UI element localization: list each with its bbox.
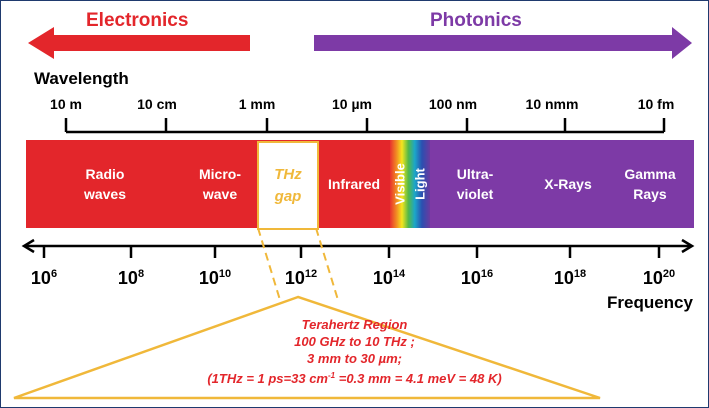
terahertz-region-title: Terahertz Region: [301, 317, 408, 332]
band-label: Rays: [633, 186, 667, 202]
thz-gap-box: THz gap: [257, 141, 319, 230]
thz-zoom-connectors: [257, 227, 339, 301]
frequency-tick-label: 1016: [460, 268, 494, 288]
infrared-band: Infrared: [318, 140, 390, 228]
wavelength-tick-label: 10 cm: [137, 96, 177, 112]
band-label: violet: [456, 186, 494, 202]
frequency-tick-label: 1012: [284, 268, 318, 288]
visible-label: Visible: [392, 163, 408, 205]
terahertz-wavelength-range: 3 mm to 30 µm;: [307, 351, 402, 366]
thz-gap-label: THz: [274, 165, 302, 183]
band-label: waves: [83, 186, 127, 202]
wavelength-tick-label: 10 µm: [332, 96, 372, 112]
frequency-tick-label: 1014: [372, 268, 406, 288]
band-label: Ultra-: [456, 165, 494, 182]
radio-waves-band: Radio waves: [60, 140, 150, 228]
photonics-label: Photonics: [430, 10, 522, 31]
frequency-tick-label: 1010: [198, 268, 232, 288]
band-label: X-Rays: [544, 175, 592, 192]
frequency-tick-label: 1018: [553, 268, 587, 288]
wavelength-axis: [64, 118, 666, 134]
frequency-tick-label: 108: [117, 268, 145, 288]
band-label: Micro-: [199, 165, 241, 182]
wavelength-label: Wavelength: [34, 69, 129, 88]
band-label: Gamma: [624, 165, 676, 182]
band-label: Infrared: [327, 175, 381, 192]
wavelength-tick-label: 1 mm: [238, 96, 276, 112]
band-label: wave: [202, 186, 238, 202]
photonics-arrow: [314, 27, 692, 59]
visible-light-gradient: [390, 140, 430, 228]
microwave-band: Micro-wave: [188, 140, 252, 228]
thz-gap-label: gap: [274, 187, 302, 205]
spectrum-purple-region: [429, 140, 694, 228]
electronics-label: Electronics: [86, 10, 189, 31]
terahertz-region-triangle: [13, 295, 601, 400]
wavelength-tick-label: 10 fm: [637, 96, 675, 112]
frequency-tick-label: 1020: [642, 268, 676, 288]
gamma-rays-band: Gamma Rays: [614, 140, 686, 228]
frequency-axis: [21, 238, 695, 258]
spectrum-red-region: [26, 140, 391, 228]
band-label: Radio: [85, 165, 125, 182]
wavelength-tick-label: 10 m: [50, 96, 82, 112]
frequency-label: Frequency: [607, 293, 693, 312]
wavelength-tick-label: 10 nmm: [525, 96, 579, 112]
wavelength-tick-label: 100 nm: [428, 96, 478, 112]
frequency-tick-label: 106: [30, 268, 58, 288]
ultraviolet-band: Ultra-violet: [440, 140, 510, 228]
x-rays-band: X-Rays: [530, 140, 606, 228]
light-label: Light: [412, 168, 428, 200]
terahertz-region-text: Terahertz Region 100 GHz to 10 THz ; 3 m…: [0, 316, 709, 387]
terahertz-unit-equivalents: (1THz = 1 ps=33 cm-1 =0.3 mm = 4.1 meV =…: [207, 371, 502, 386]
electronics-arrow: [28, 27, 250, 59]
terahertz-frequency-range: 100 GHz to 10 THz ;: [294, 334, 415, 349]
